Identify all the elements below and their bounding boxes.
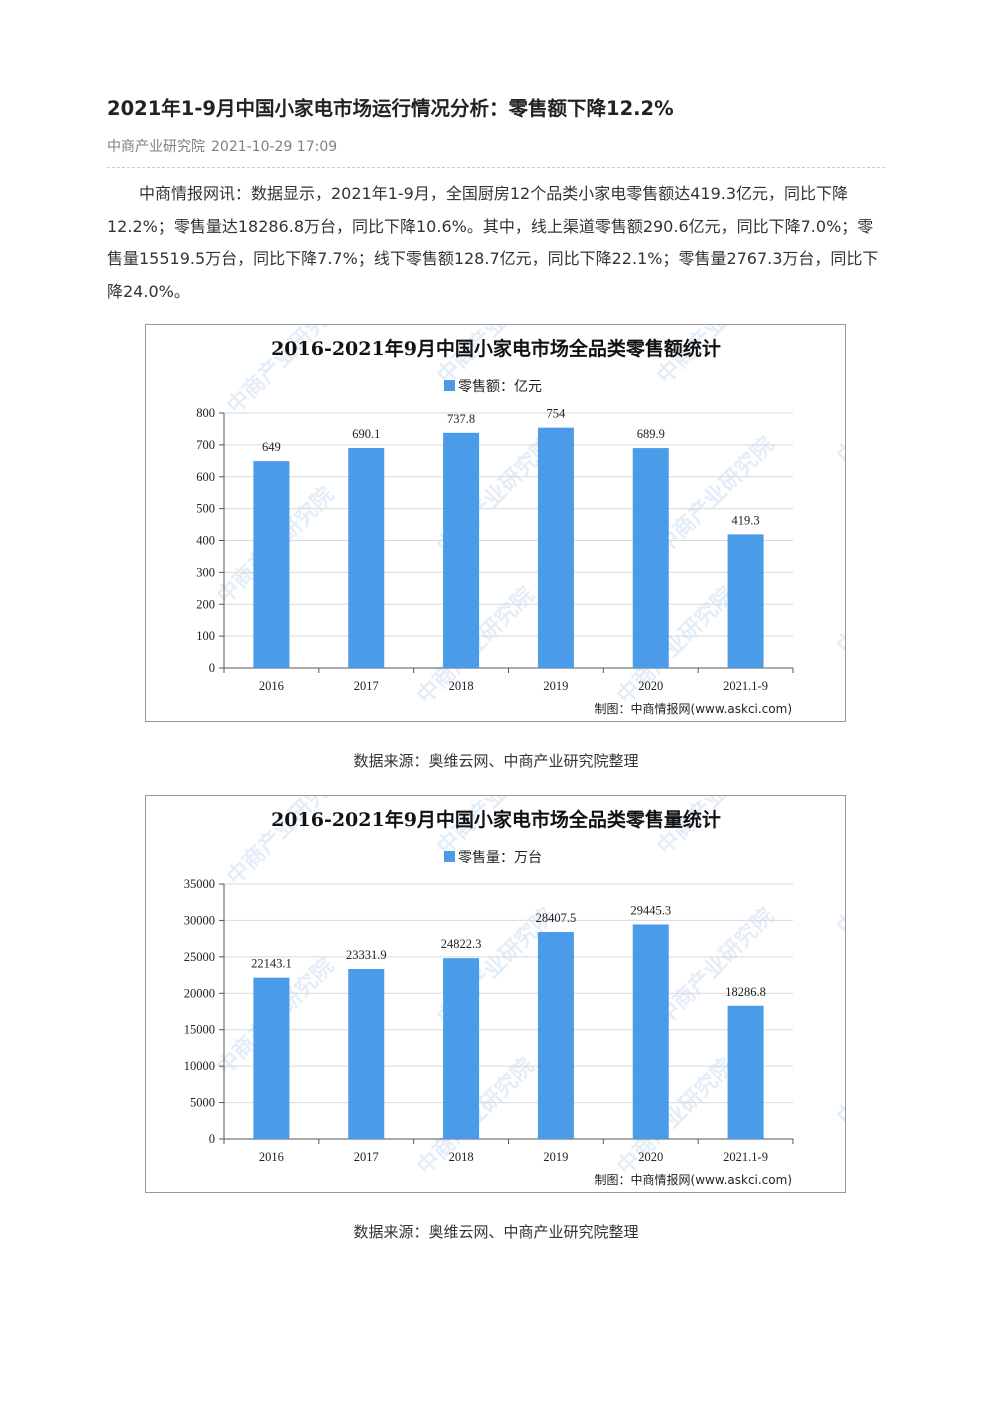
x-tick-label: 2017 [354, 679, 379, 693]
legend-swatch [444, 380, 455, 391]
retail-sales-value-chart: 中商产业研究院 中商产业研究院 中商产业研究院 中商产业研究院 中商产业研究院 中商产业研… [145, 324, 846, 722]
y-tick-label: 0 [209, 1132, 215, 1146]
bar-2018 [443, 958, 480, 1139]
watermark-text: 中商产业研究院 [612, 582, 739, 709]
y-tick-label: 10000 [184, 1059, 215, 1073]
chart-1-caption: 数据来源：奥维云网、中商产业研究院整理 [353, 752, 639, 770]
y-tick-label: 25000 [184, 950, 215, 964]
bar-2021.1-9 [727, 534, 764, 668]
x-tick-label: 2019 [543, 1150, 568, 1164]
y-tick-label: 500 [196, 502, 215, 516]
x-tick-label: 2018 [449, 679, 474, 693]
y-tick-label: 400 [196, 534, 215, 548]
bar-2016 [253, 461, 290, 668]
x-tick-label: 2020 [638, 679, 663, 693]
legend-label: 零售额：亿元 [458, 379, 542, 395]
watermark-text: 中商产业研究院 [832, 342, 846, 469]
bar-2020 [632, 448, 669, 668]
y-tick-label: 600 [196, 470, 215, 484]
data-label: 649 [262, 440, 281, 454]
y-tick-label: 20000 [184, 986, 215, 1000]
legend-label: 零售量：万台 [458, 850, 542, 866]
bar-2020 [632, 924, 669, 1139]
article-meta: 中商产业研究院 2021-10-29 17:09 [107, 136, 337, 156]
meta-divider [107, 167, 885, 168]
bar-2019 [537, 932, 574, 1139]
watermark-text: 中商产业研究院 [832, 532, 846, 659]
x-tick-label: 2016 [259, 679, 284, 693]
chart-credit: 制图：中商情报网(www.askci.com) [595, 701, 792, 716]
retail-sales-volume-chart: 中商产业研究院 中商产业研究院 中商产业研究院 中商产业研究院 中商产业研究院 中商产业研… [145, 795, 846, 1193]
x-tick-label: 2021.1-9 [723, 1150, 768, 1164]
bar-2017 [348, 969, 385, 1139]
bar-2019 [537, 427, 574, 668]
watermark-text: 中商产业研究院 [832, 813, 846, 940]
watermark-text: 中商产业研究院 [832, 1003, 846, 1130]
chart-title: 2016-2021年9月中国小家电市场全品类零售量统计 [271, 808, 721, 831]
y-tick-label: 35000 [184, 877, 215, 891]
article-paragraph: 中商情报网讯：数据显示，2021年1-9月，全国厨房12个品类小家电零售额达41… [107, 184, 879, 301]
bar-2017 [348, 448, 385, 668]
y-tick-label: 0 [209, 661, 215, 675]
data-label: 23331.9 [346, 948, 387, 962]
article-datetime: 2021-10-29 17:09 [211, 139, 338, 155]
article-source[interactable]: 中商产业研究院 [107, 139, 205, 155]
data-label: 22143.1 [251, 957, 292, 971]
x-tick-label: 2020 [638, 1150, 663, 1164]
data-label: 690.1 [352, 427, 380, 441]
y-tick-label: 30000 [184, 913, 215, 927]
data-label: 737.8 [447, 412, 475, 426]
bar-2021.1-9 [727, 1005, 764, 1139]
y-tick-label: 800 [196, 406, 215, 420]
y-tick-label: 100 [196, 629, 215, 643]
data-label: 18286.8 [725, 985, 766, 999]
data-label: 24822.3 [441, 937, 482, 951]
watermark-text: 中商产业研究院 [612, 1053, 739, 1180]
x-tick-label: 2019 [543, 679, 568, 693]
x-tick-label: 2021.1-9 [723, 679, 768, 693]
chart-2-caption: 数据来源：奥维云网、中商产业研究院整理 [353, 1223, 639, 1241]
data-label: 754 [547, 407, 567, 421]
bar-2018 [443, 432, 480, 668]
legend-swatch [444, 851, 455, 862]
y-tick-label: 300 [196, 565, 215, 579]
y-tick-label: 15000 [184, 1023, 215, 1037]
y-tick-label: 200 [196, 597, 215, 611]
chart-title: 2016-2021年9月中国小家电市场全品类零售额统计 [271, 337, 721, 360]
chart-credit: 制图：中商情报网(www.askci.com) [595, 1172, 792, 1187]
article-title: 2021年1-9月中国小家电市场运行情况分析：零售额下降12.2% [107, 97, 674, 120]
bar-2016 [253, 977, 290, 1139]
data-label: 28407.5 [536, 911, 577, 925]
x-tick-label: 2017 [354, 1150, 379, 1164]
y-tick-label: 700 [196, 438, 215, 452]
x-tick-label: 2018 [449, 1150, 474, 1164]
data-label: 689.9 [637, 427, 665, 441]
x-tick-label: 2016 [259, 1150, 284, 1164]
y-tick-label: 5000 [190, 1096, 215, 1110]
data-label: 419.3 [732, 513, 760, 527]
data-label: 29445.3 [630, 903, 671, 917]
